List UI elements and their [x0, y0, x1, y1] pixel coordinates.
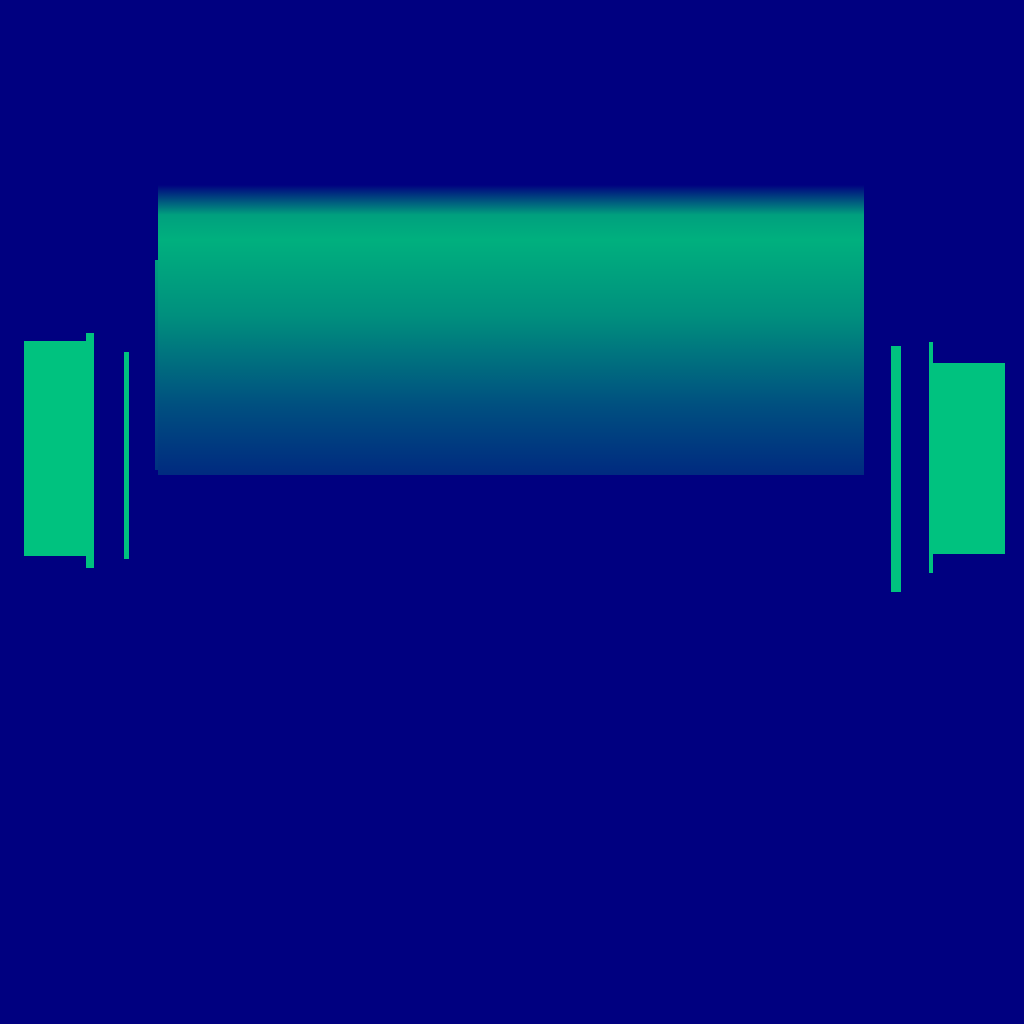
band-edge-highlight [155, 260, 158, 470]
right-bar-inner [891, 346, 901, 592]
right-block [933, 363, 1005, 554]
right-bar-outer [929, 342, 933, 573]
left-bar-inner [124, 352, 129, 559]
central-gradient-band [158, 185, 864, 475]
left-block [24, 341, 86, 556]
left-bar-outer [86, 333, 94, 568]
